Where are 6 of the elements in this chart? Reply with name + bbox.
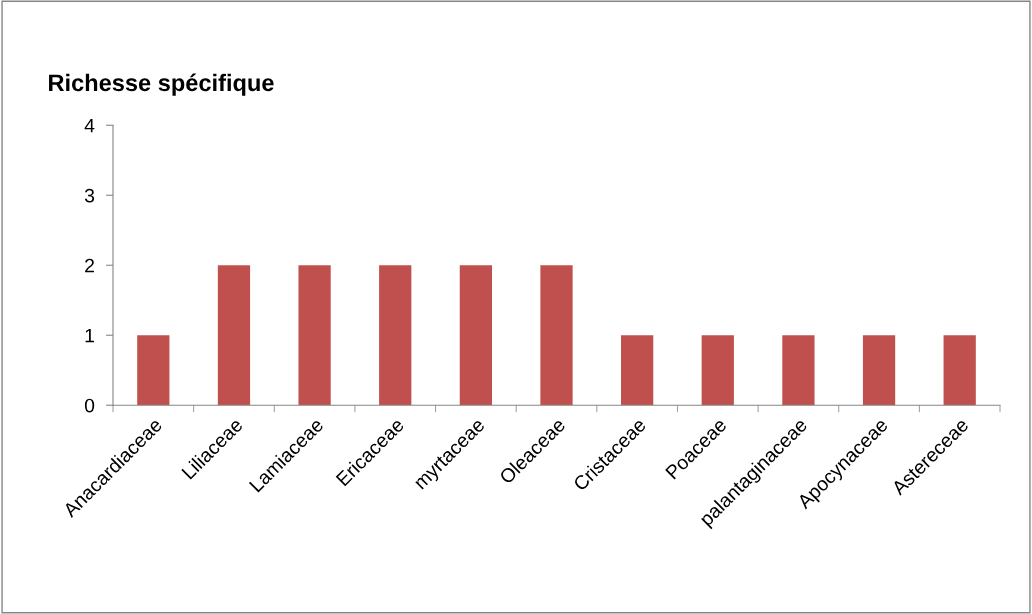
y-tick-label: 4 <box>84 118 95 133</box>
y-tick-label: 0 <box>84 398 95 413</box>
y-tick-label: 3 <box>84 188 95 203</box>
chart-title: Richesse spécifique <box>49 73 274 96</box>
y-tick-label: 2 <box>85 258 94 273</box>
y-tick-label: 1 <box>85 328 94 343</box>
